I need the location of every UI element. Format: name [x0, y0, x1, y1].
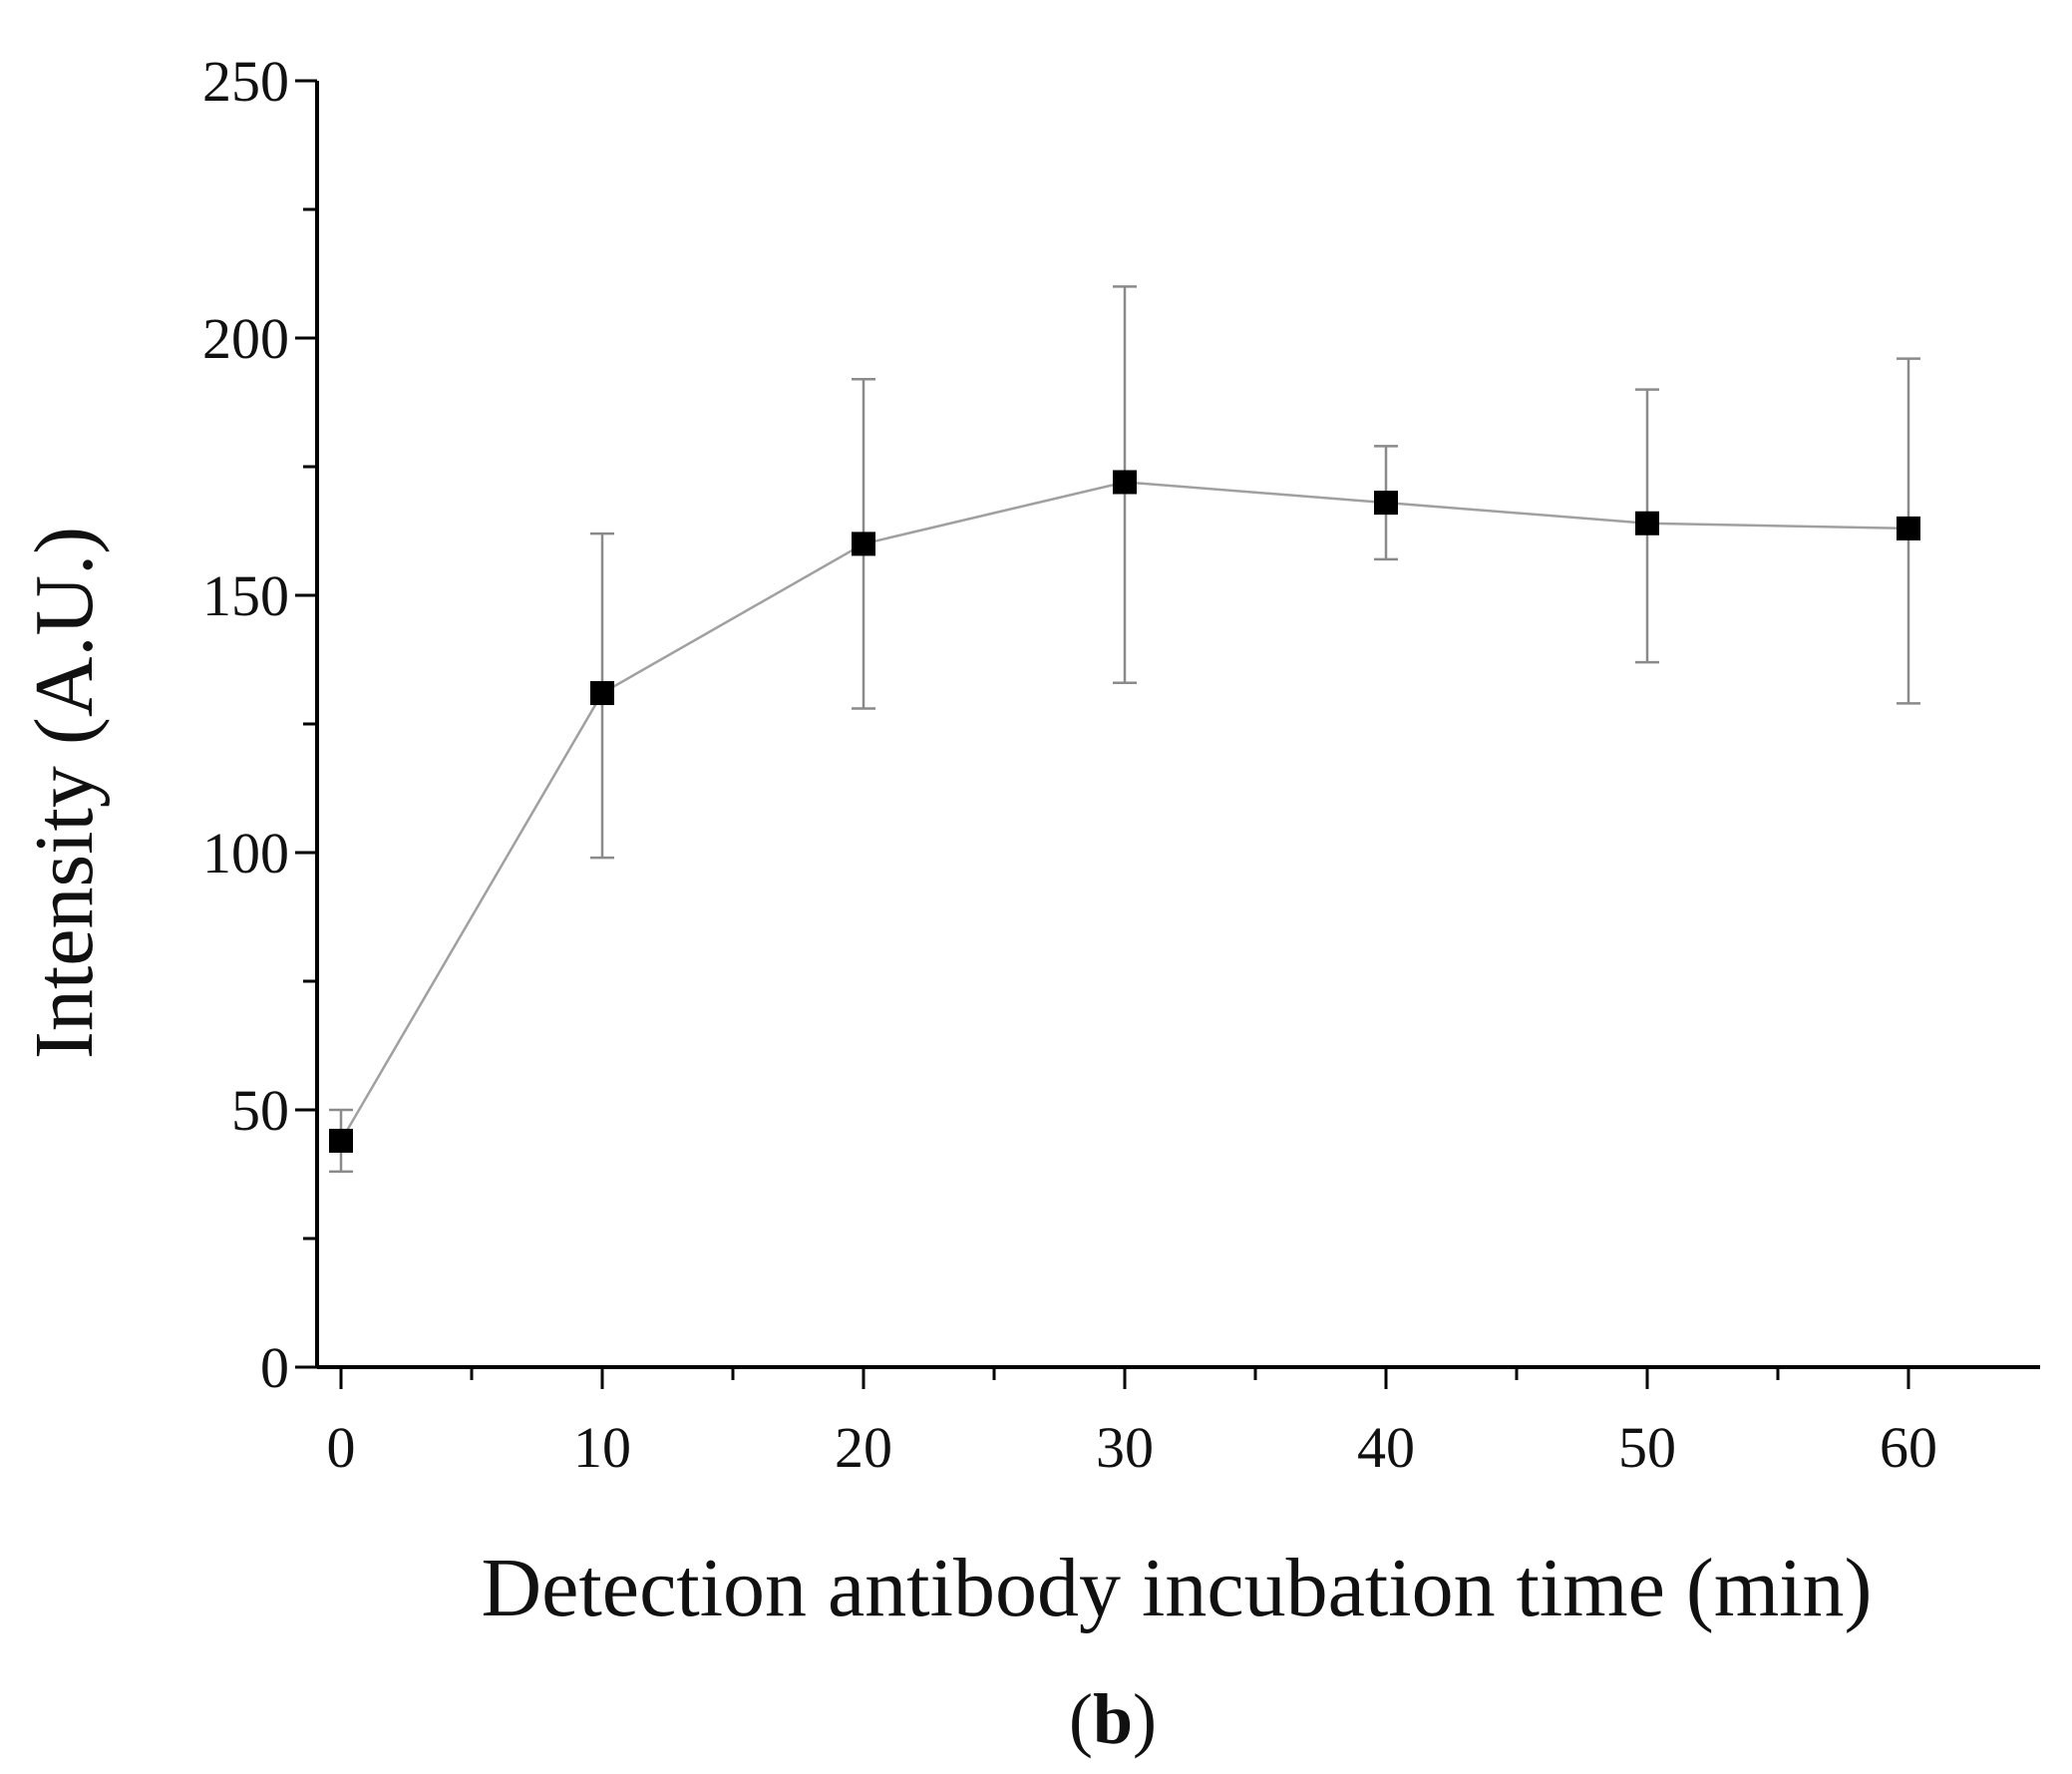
- panel-label: (b): [1069, 1679, 1157, 1759]
- panel-label-letter: b: [1093, 1679, 1133, 1759]
- y-tick-label: 50: [231, 1078, 289, 1143]
- x-tick-label: 0: [327, 1415, 356, 1480]
- x-tick-label: 10: [573, 1415, 631, 1480]
- x-tick-label: 30: [1096, 1415, 1154, 1480]
- data-point: [590, 681, 614, 706]
- y-tick-label: 150: [202, 563, 289, 628]
- x-axis-ticks: 0 10 20 30 40 50 60: [327, 1367, 1937, 1480]
- y-tick-label: 100: [202, 821, 289, 886]
- y-tick-label: 200: [202, 306, 289, 371]
- data-markers: [329, 470, 1920, 1153]
- error-bars: [329, 285, 1920, 1174]
- y-tick-label: 250: [202, 49, 289, 114]
- y-tick-label: 0: [260, 1335, 289, 1400]
- x-tick-label: 40: [1357, 1415, 1415, 1480]
- x-tick-label: 50: [1618, 1415, 1676, 1480]
- x-axis-title: Detection antibody incubation time (min): [482, 1542, 1873, 1634]
- data-point: [329, 1128, 353, 1153]
- data-point: [1113, 470, 1137, 495]
- y-axis-ticks: 0 50 100 150 200 250: [202, 49, 317, 1400]
- data-point: [852, 532, 875, 556]
- axes: [315, 81, 2040, 1369]
- x-tick-label: 60: [1880, 1415, 1937, 1480]
- data-point: [1897, 516, 1920, 540]
- data-point: [1374, 491, 1398, 516]
- data-point: [1635, 511, 1659, 535]
- x-tick-label: 20: [835, 1415, 892, 1480]
- y-axis-title: Intensity (A.U.): [18, 527, 111, 1059]
